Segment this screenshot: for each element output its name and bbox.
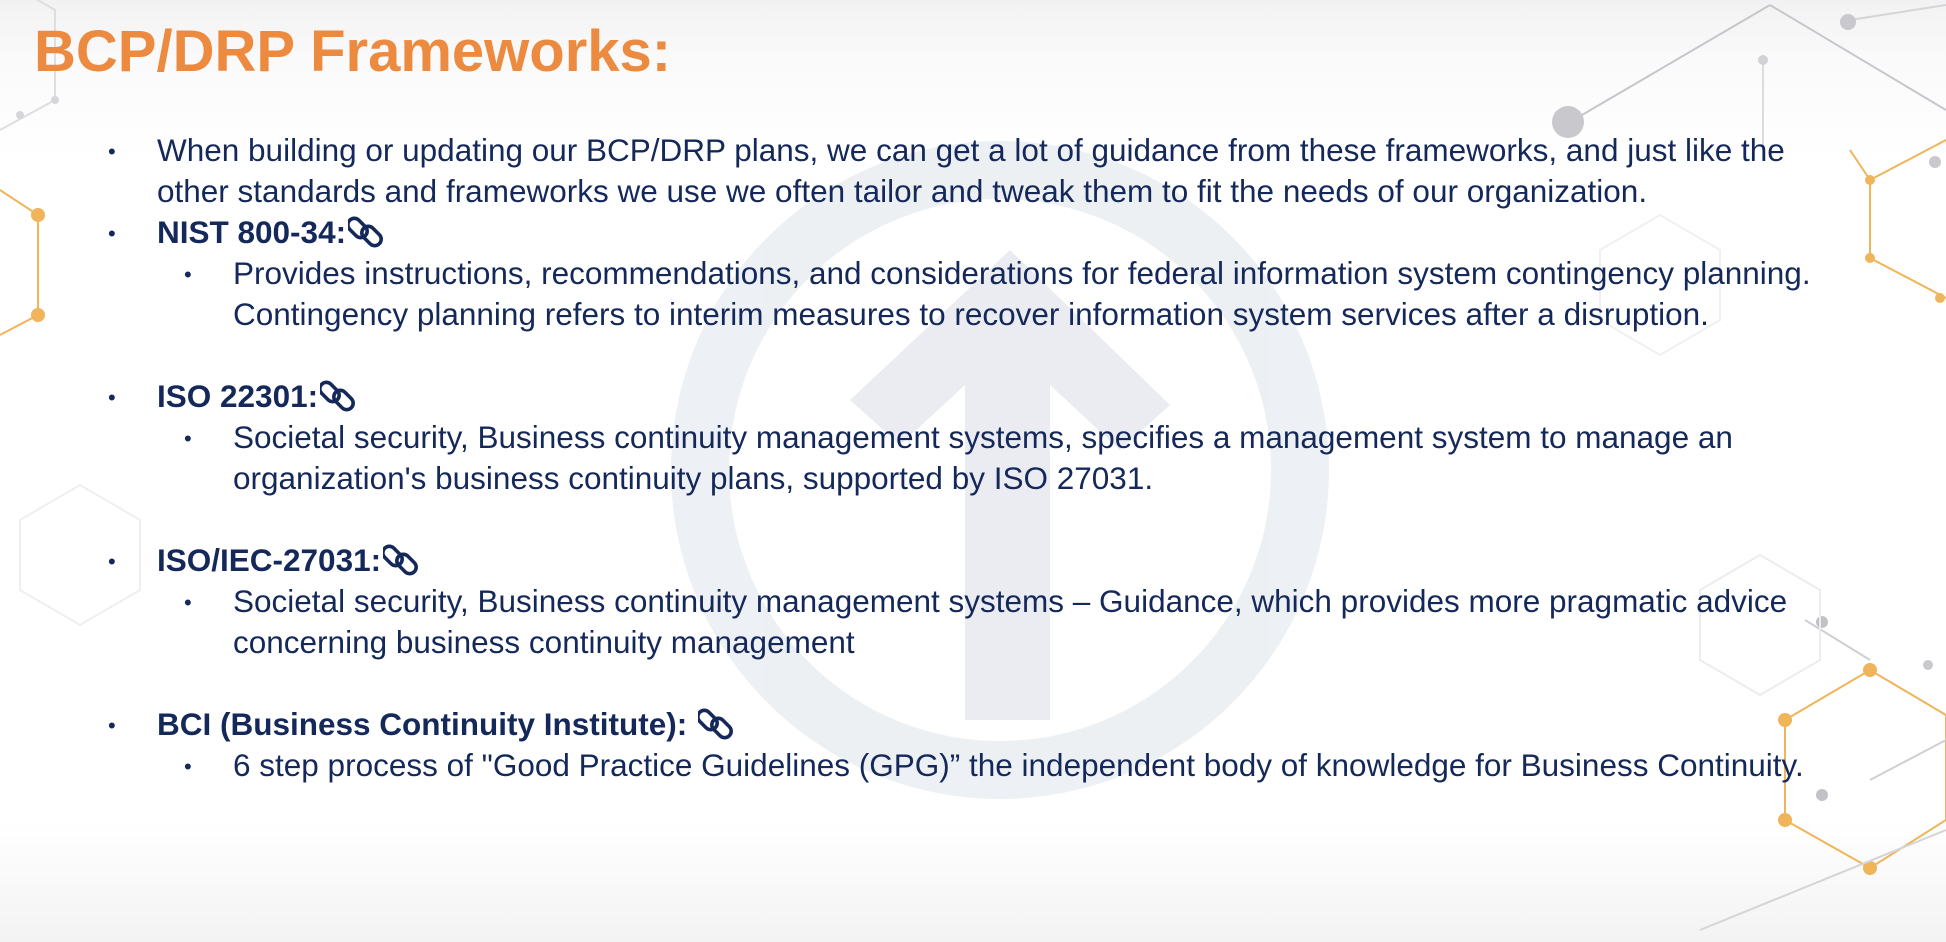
framework-description-nist: Provides instructions, recommendations, … bbox=[233, 255, 1811, 332]
list-item-bci-description: • 6 step process of "Good Practice Guide… bbox=[0, 745, 1946, 786]
framework-description-bci: 6 step process of "Good Practice Guideli… bbox=[233, 747, 1804, 783]
bullet-point: • bbox=[108, 549, 116, 574]
spacer bbox=[0, 335, 1946, 376]
intro-text: When building or updating our BCP/DRP pl… bbox=[157, 132, 1785, 209]
bullet-point: • bbox=[108, 221, 116, 246]
chain-link-icon[interactable] bbox=[320, 377, 360, 413]
list-item-iso-22301-description: • Societal security, Business continuity… bbox=[0, 417, 1946, 499]
framework-description-iso-22301: Societal security, Business continuity m… bbox=[233, 419, 1733, 496]
slide-title: BCP/DRP Frameworks: bbox=[34, 19, 672, 84]
bullet-point: • bbox=[184, 754, 192, 779]
framework-description-iso-iec-27031: Societal security, Business continuity m… bbox=[233, 583, 1788, 660]
bullet-point: • bbox=[108, 385, 116, 410]
chain-link-icon[interactable] bbox=[348, 213, 388, 249]
chain-link-icon[interactable] bbox=[698, 705, 738, 741]
spacer bbox=[0, 499, 1946, 540]
spacer bbox=[0, 663, 1946, 704]
framework-heading-nist: NIST 800-34: bbox=[157, 214, 347, 250]
list-item-iso-iec-27031: • ISO/IEC-27031: bbox=[0, 540, 1946, 581]
chain-link-icon[interactable] bbox=[383, 541, 423, 577]
bullet-point: • bbox=[184, 426, 192, 451]
framework-heading-bci: BCI (Business Continuity Institute): bbox=[157, 706, 688, 742]
framework-heading-iso-iec-27031: ISO/IEC-27031: bbox=[157, 542, 382, 578]
bullet-list: • When building or updating our BCP/DRP … bbox=[0, 130, 1946, 786]
bullet-point: • bbox=[184, 590, 192, 615]
list-item-bci: • BCI (Business Continuity Institute): bbox=[0, 704, 1946, 745]
list-item-nist: • NIST 800-34: bbox=[0, 212, 1946, 253]
framework-heading-iso-22301: ISO 22301: bbox=[157, 378, 319, 414]
list-item-iso-iec-27031-description: • Societal security, Business continuity… bbox=[0, 581, 1946, 663]
list-item-iso-22301: • ISO 22301: bbox=[0, 376, 1946, 417]
bullet-point: • bbox=[108, 713, 116, 738]
list-item-nist-description: • Provides instructions, recommendations… bbox=[0, 253, 1946, 335]
bullet-point: • bbox=[184, 262, 192, 287]
up-arrow-logo-icon bbox=[671, 141, 1329, 799]
list-item-intro: • When building or updating our BCP/DRP … bbox=[0, 130, 1946, 212]
bullet-point: • bbox=[108, 139, 116, 164]
